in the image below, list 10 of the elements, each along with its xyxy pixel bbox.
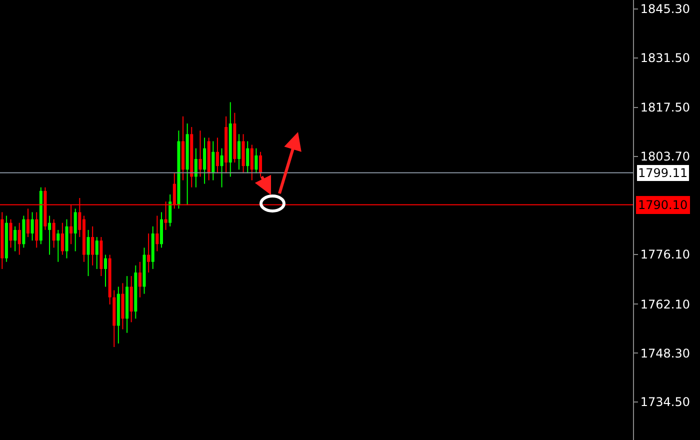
ref-line-label: 1799.11 xyxy=(638,166,688,180)
ref-line-label: 1790.10 xyxy=(638,198,688,212)
y-tick-label: 1776.10 xyxy=(640,248,690,262)
y-tick-label: 1803.70 xyxy=(640,150,690,164)
y-tick-label: 1748.30 xyxy=(640,346,690,360)
y-tick-label: 1734.50 xyxy=(640,395,690,410)
y-tick-label: 1845.30 xyxy=(640,2,690,16)
y-tick-label: 1817.50 xyxy=(640,100,690,115)
y-tick-label: 1831.50 xyxy=(640,51,690,66)
y-tick-label: 1762.10 xyxy=(640,297,690,312)
